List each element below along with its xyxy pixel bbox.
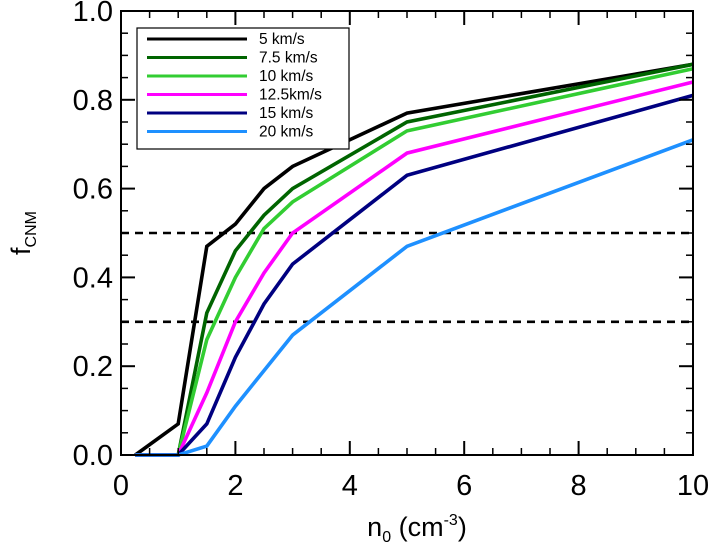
x-tick-label: 8	[571, 470, 587, 502]
plot-area	[121, 62, 694, 457]
y-tick-label: 0.2	[73, 351, 113, 383]
legend-label: 20 km/s	[259, 124, 314, 141]
x-tick-label: 6	[456, 470, 472, 502]
y-tick-label: 0.4	[73, 262, 113, 294]
x-tick-label: 10	[677, 470, 709, 502]
legend-box	[136, 27, 350, 150]
y-tick-label: 0.0	[73, 440, 113, 472]
legend-label: 5 km/s	[259, 31, 305, 48]
legend-label: 7.5 km/s	[259, 50, 318, 67]
y-tick-label: 1.0	[73, 0, 113, 28]
series-line	[135, 138, 694, 457]
y-tick-label: 0.6	[73, 174, 113, 206]
legend-label: 12.5km/s	[259, 87, 322, 104]
legend-label: 10 km/s	[259, 68, 314, 85]
x-tick-label: 2	[227, 470, 243, 502]
legend: 5 km/s 7.5 km/s10 km/s 12.5km/s15 km/s 20 k…	[136, 27, 350, 150]
series-line	[134, 62, 694, 457]
y-tick-label: 0.8	[73, 85, 113, 117]
y-axis-title: fCNM	[6, 211, 40, 255]
series-line	[135, 80, 694, 457]
series-line	[135, 93, 694, 457]
axes: 0 2 4 6 8 10 0.0 0.2 0.4 0.6 0.8 1.0	[73, 0, 709, 502]
x-tick-label: 4	[342, 470, 358, 502]
x-tick-label: 0	[113, 470, 129, 502]
x-axis-title: n0 (cm-3)	[367, 512, 467, 546]
legend-label: 15 km/s	[259, 105, 314, 122]
series-line	[135, 66, 694, 457]
axis-titles: n0 (cm-3) fCNM	[6, 211, 467, 546]
